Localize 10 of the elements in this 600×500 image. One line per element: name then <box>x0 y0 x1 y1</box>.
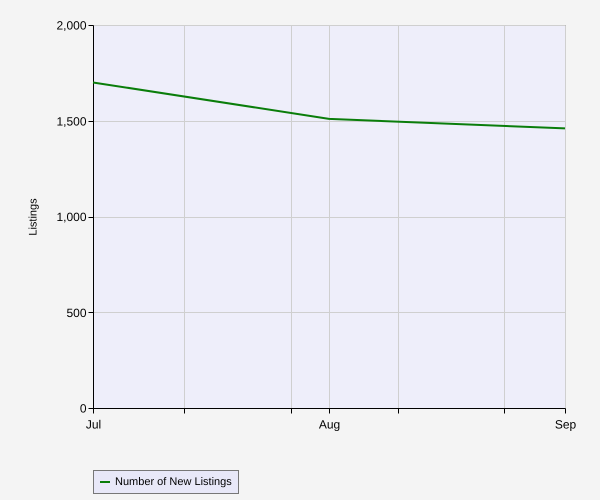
x-tick-label: Aug <box>318 418 340 432</box>
y-tick-label: 0 <box>80 402 87 416</box>
y-tick-label: 2,000 <box>56 18 87 32</box>
legend-label: Number of New Listings <box>115 476 232 488</box>
y-tick-label: 1,000 <box>56 210 87 224</box>
y-axis-title: Listings <box>27 198 40 236</box>
y-tick-label: 1,500 <box>56 114 87 128</box>
x-tick-label: Jul <box>86 418 102 432</box>
y-tick-label: 500 <box>66 306 87 320</box>
x-tick-label: Sep <box>554 418 576 432</box>
